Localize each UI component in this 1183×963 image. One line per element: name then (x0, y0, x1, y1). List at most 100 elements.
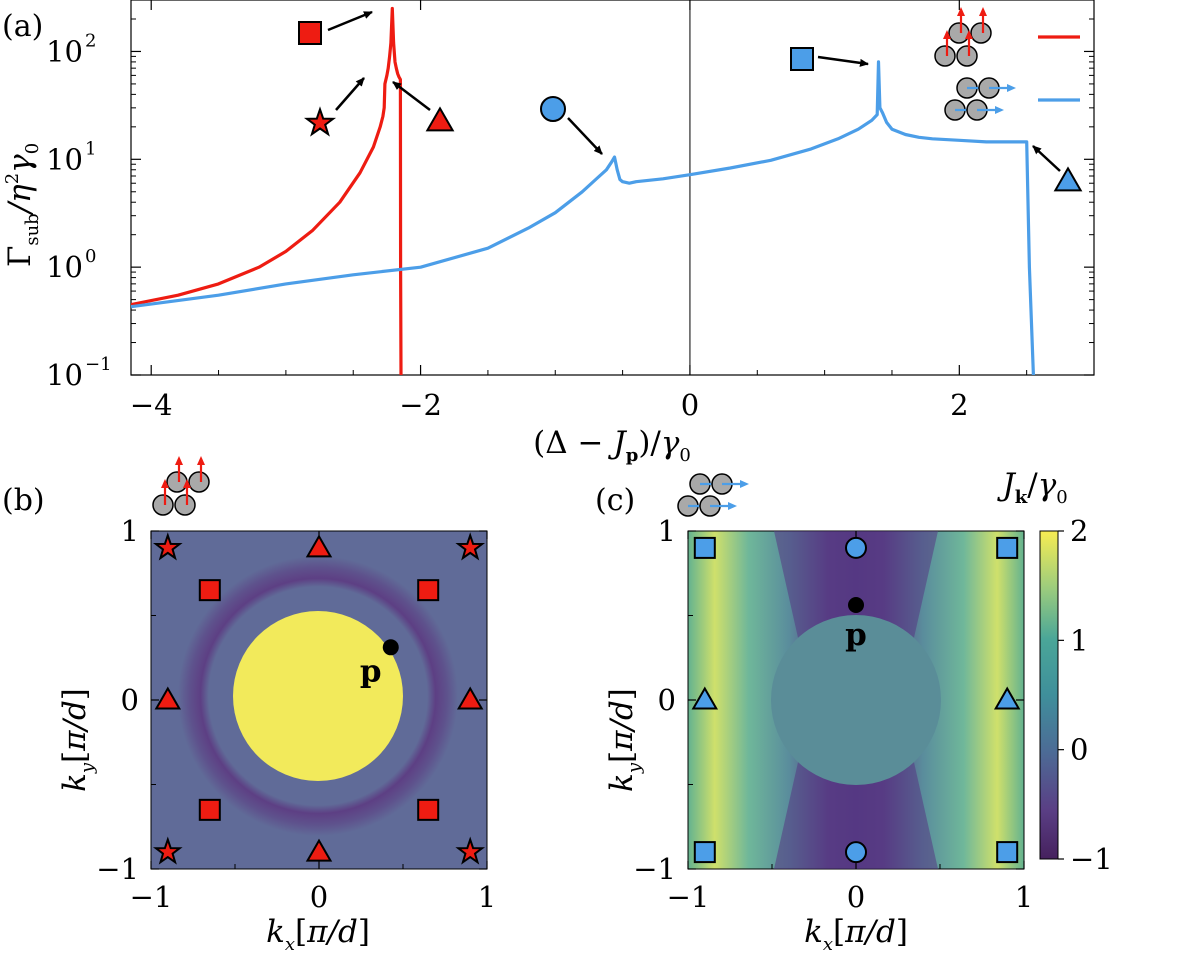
panel-c-icon-spin-arrowhead (728, 502, 737, 510)
legend-up-spin-arrowhead (943, 30, 951, 39)
panel-c-p-label: p (845, 617, 867, 653)
panel-b-icon-spin-arrowhead (183, 479, 191, 488)
panel-a-legend (934, 7, 1080, 121)
panel-c-square-marker (693, 536, 716, 559)
panel-b-ylabel: ky[π/d] (57, 688, 98, 792)
y-tick-label: 0 (658, 683, 676, 717)
y-tick-label: 10 (46, 358, 83, 392)
panel-b-triangle-marker (305, 838, 333, 862)
colorbar-label: Jk/γ0 (996, 467, 1067, 508)
legend-up-atom (970, 22, 992, 44)
blue-square-marker (790, 47, 814, 71)
panel-c-ylabel: ky[π/d] (604, 688, 645, 792)
colorbar-tick-label: 2 (1070, 514, 1088, 548)
colorbar (1039, 530, 1059, 860)
panel-b-star-marker (152, 532, 183, 561)
panel-a-markers (298, 10, 1083, 192)
panel-b-icon-atom (174, 494, 196, 516)
panel-b-square-marker (198, 579, 221, 602)
y-tick-label: −1 (633, 852, 676, 886)
panel-c-square-marker (996, 841, 1019, 864)
panel-b-icon-atom (152, 494, 174, 516)
panel-c-circle-marker (845, 536, 867, 559)
panel-c-triangle-marker (993, 686, 1021, 710)
x-tick-label: −1 (667, 880, 710, 914)
colorbar-ticks: 2 1 0 −1 (1058, 514, 1113, 876)
legend-up-spin-arrowhead (979, 7, 987, 16)
x-tick-label: −1 (130, 880, 173, 914)
panel-b-axes: −1 0 1 1 0 −1 (96, 514, 496, 914)
panel-c-triangle-marker (691, 686, 719, 710)
panel-b-triangle-marker (305, 534, 333, 558)
red-triangle-marker (425, 106, 455, 132)
panel-c-spin-right-icon (677, 473, 749, 517)
x-tick-label: 0 (847, 880, 865, 914)
panel-a-series (131, 6, 1035, 375)
panel-c-label: (c) (595, 483, 635, 518)
panel-b-icon-spin-arrowhead (197, 456, 205, 465)
panel-b-square-marker (198, 798, 221, 821)
panel-b-star-marker (152, 836, 183, 865)
y-tick-label: −1 (96, 852, 139, 886)
legend-up-atom (956, 45, 978, 67)
panel-c-axes: −1 0 1 1 0 −1 (633, 514, 1033, 914)
panel-a-ylabel: Γsub/η2γ0 (2, 143, 43, 267)
series-line-red (131, 6, 403, 375)
panel-b-star-marker (455, 532, 486, 561)
panel-b-p-label: p (360, 653, 382, 689)
legend-up-atom (948, 22, 970, 44)
panel-a-frame (130, 0, 1095, 376)
panel-b-icon-spin-arrowhead (161, 479, 169, 488)
y-tick-label: 10 (46, 34, 83, 68)
colorbar-tick-label: 1 (1070, 623, 1088, 657)
x-tick-label: 1 (1015, 880, 1033, 914)
colorbar-tick-label: −1 (1070, 842, 1113, 876)
arrow-red-triangle (392, 81, 431, 111)
y-tick-label: 10 (46, 142, 83, 176)
x-tick-label: −4 (130, 388, 173, 422)
panel-c-p-dot (848, 597, 864, 614)
panel-a-label: (a) (2, 9, 43, 44)
red-square-marker (298, 21, 322, 45)
panel-c-circle-marker (845, 841, 867, 864)
panel-c-square-marker (693, 841, 716, 864)
panel-b-icon-spin-arrowhead (175, 456, 183, 465)
legend-up-atom (934, 45, 956, 67)
x-tick-label: 1 (478, 880, 496, 914)
x-tick-label: 2 (950, 388, 968, 422)
panel-c-icon-spin-arrowhead (740, 480, 749, 488)
arrow-red-square (327, 10, 373, 32)
legend-right-spin-arrowhead (995, 106, 1004, 114)
panel-b-square-marker (417, 579, 440, 602)
arrow-blue-triangle (1032, 145, 1061, 172)
blue-triangle-marker (1053, 166, 1083, 192)
arrow-blue-circle (567, 117, 603, 155)
y-tick-label: 1 (658, 514, 676, 548)
legend-up-spin-arrowhead (965, 30, 973, 39)
blue-circle-marker (540, 96, 566, 122)
arrow-blue-square (817, 55, 869, 67)
panel-b-icon-atom (166, 471, 188, 493)
x-tick-label: 0 (681, 388, 699, 422)
panel-b-star-marker (455, 836, 486, 865)
y-tick-label: 1 (121, 514, 139, 548)
panel-b-spin-up-icon (152, 456, 210, 516)
legend-right-spin-arrowhead (1007, 84, 1016, 92)
panel-a-xlabel: (Δ − Jp)/γ0 (533, 425, 691, 466)
y-tick-exponent: 1 (85, 138, 96, 159)
panel-b-xlabel: kx[π/d] (266, 914, 370, 955)
red-star-marker (303, 106, 337, 137)
panel-b-icon-atom (188, 471, 210, 493)
panel-b-triangle-marker (154, 686, 182, 710)
panel-c-heatmap (687, 530, 1025, 870)
panel-b-label: (b) (2, 483, 45, 518)
arrow-red-star (335, 77, 365, 111)
panel-b-triangle-marker (456, 686, 484, 710)
panel-b-heatmap (150, 530, 488, 870)
y-tick-label: 0 (121, 683, 139, 717)
y-tick-label: 10 (46, 250, 83, 284)
panel-c-markers: p (691, 536, 1021, 864)
